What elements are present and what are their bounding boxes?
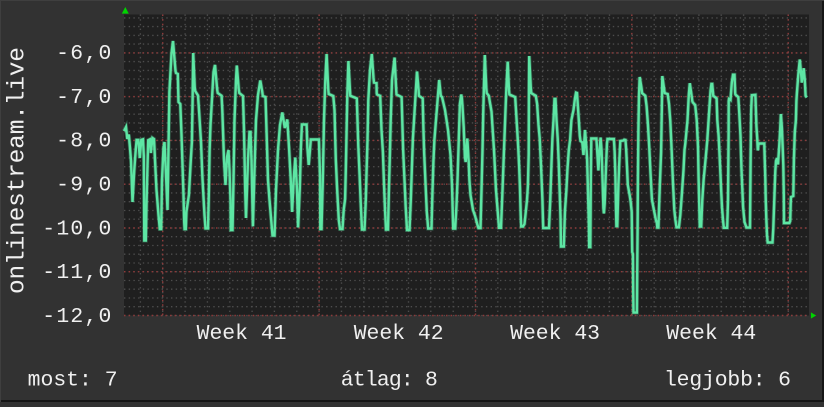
svg-text:-6,0: -6,0 [56, 42, 111, 66]
svg-text:átlag: 8: átlag: 8 [341, 369, 438, 393]
svg-text:Week 43: Week 43 [510, 322, 600, 346]
svg-text:Week 44: Week 44 [666, 322, 756, 346]
svg-text:most: 7: most: 7 [28, 369, 118, 393]
svg-text:-7,0: -7,0 [56, 86, 111, 110]
svg-text:-10,0: -10,0 [42, 217, 111, 241]
svg-text:-12,0: -12,0 [42, 305, 111, 329]
svg-text:Week 41: Week 41 [197, 322, 287, 346]
svg-text:Week 42: Week 42 [354, 322, 444, 346]
svg-text:-11,0: -11,0 [42, 261, 111, 285]
svg-text:onlinestream.live: onlinestream.live [5, 47, 32, 294]
svg-text:legjobb: 6: legjobb: 6 [664, 369, 791, 393]
svg-text:-8,0: -8,0 [56, 130, 111, 154]
svg-text:-9,0: -9,0 [56, 174, 111, 198]
